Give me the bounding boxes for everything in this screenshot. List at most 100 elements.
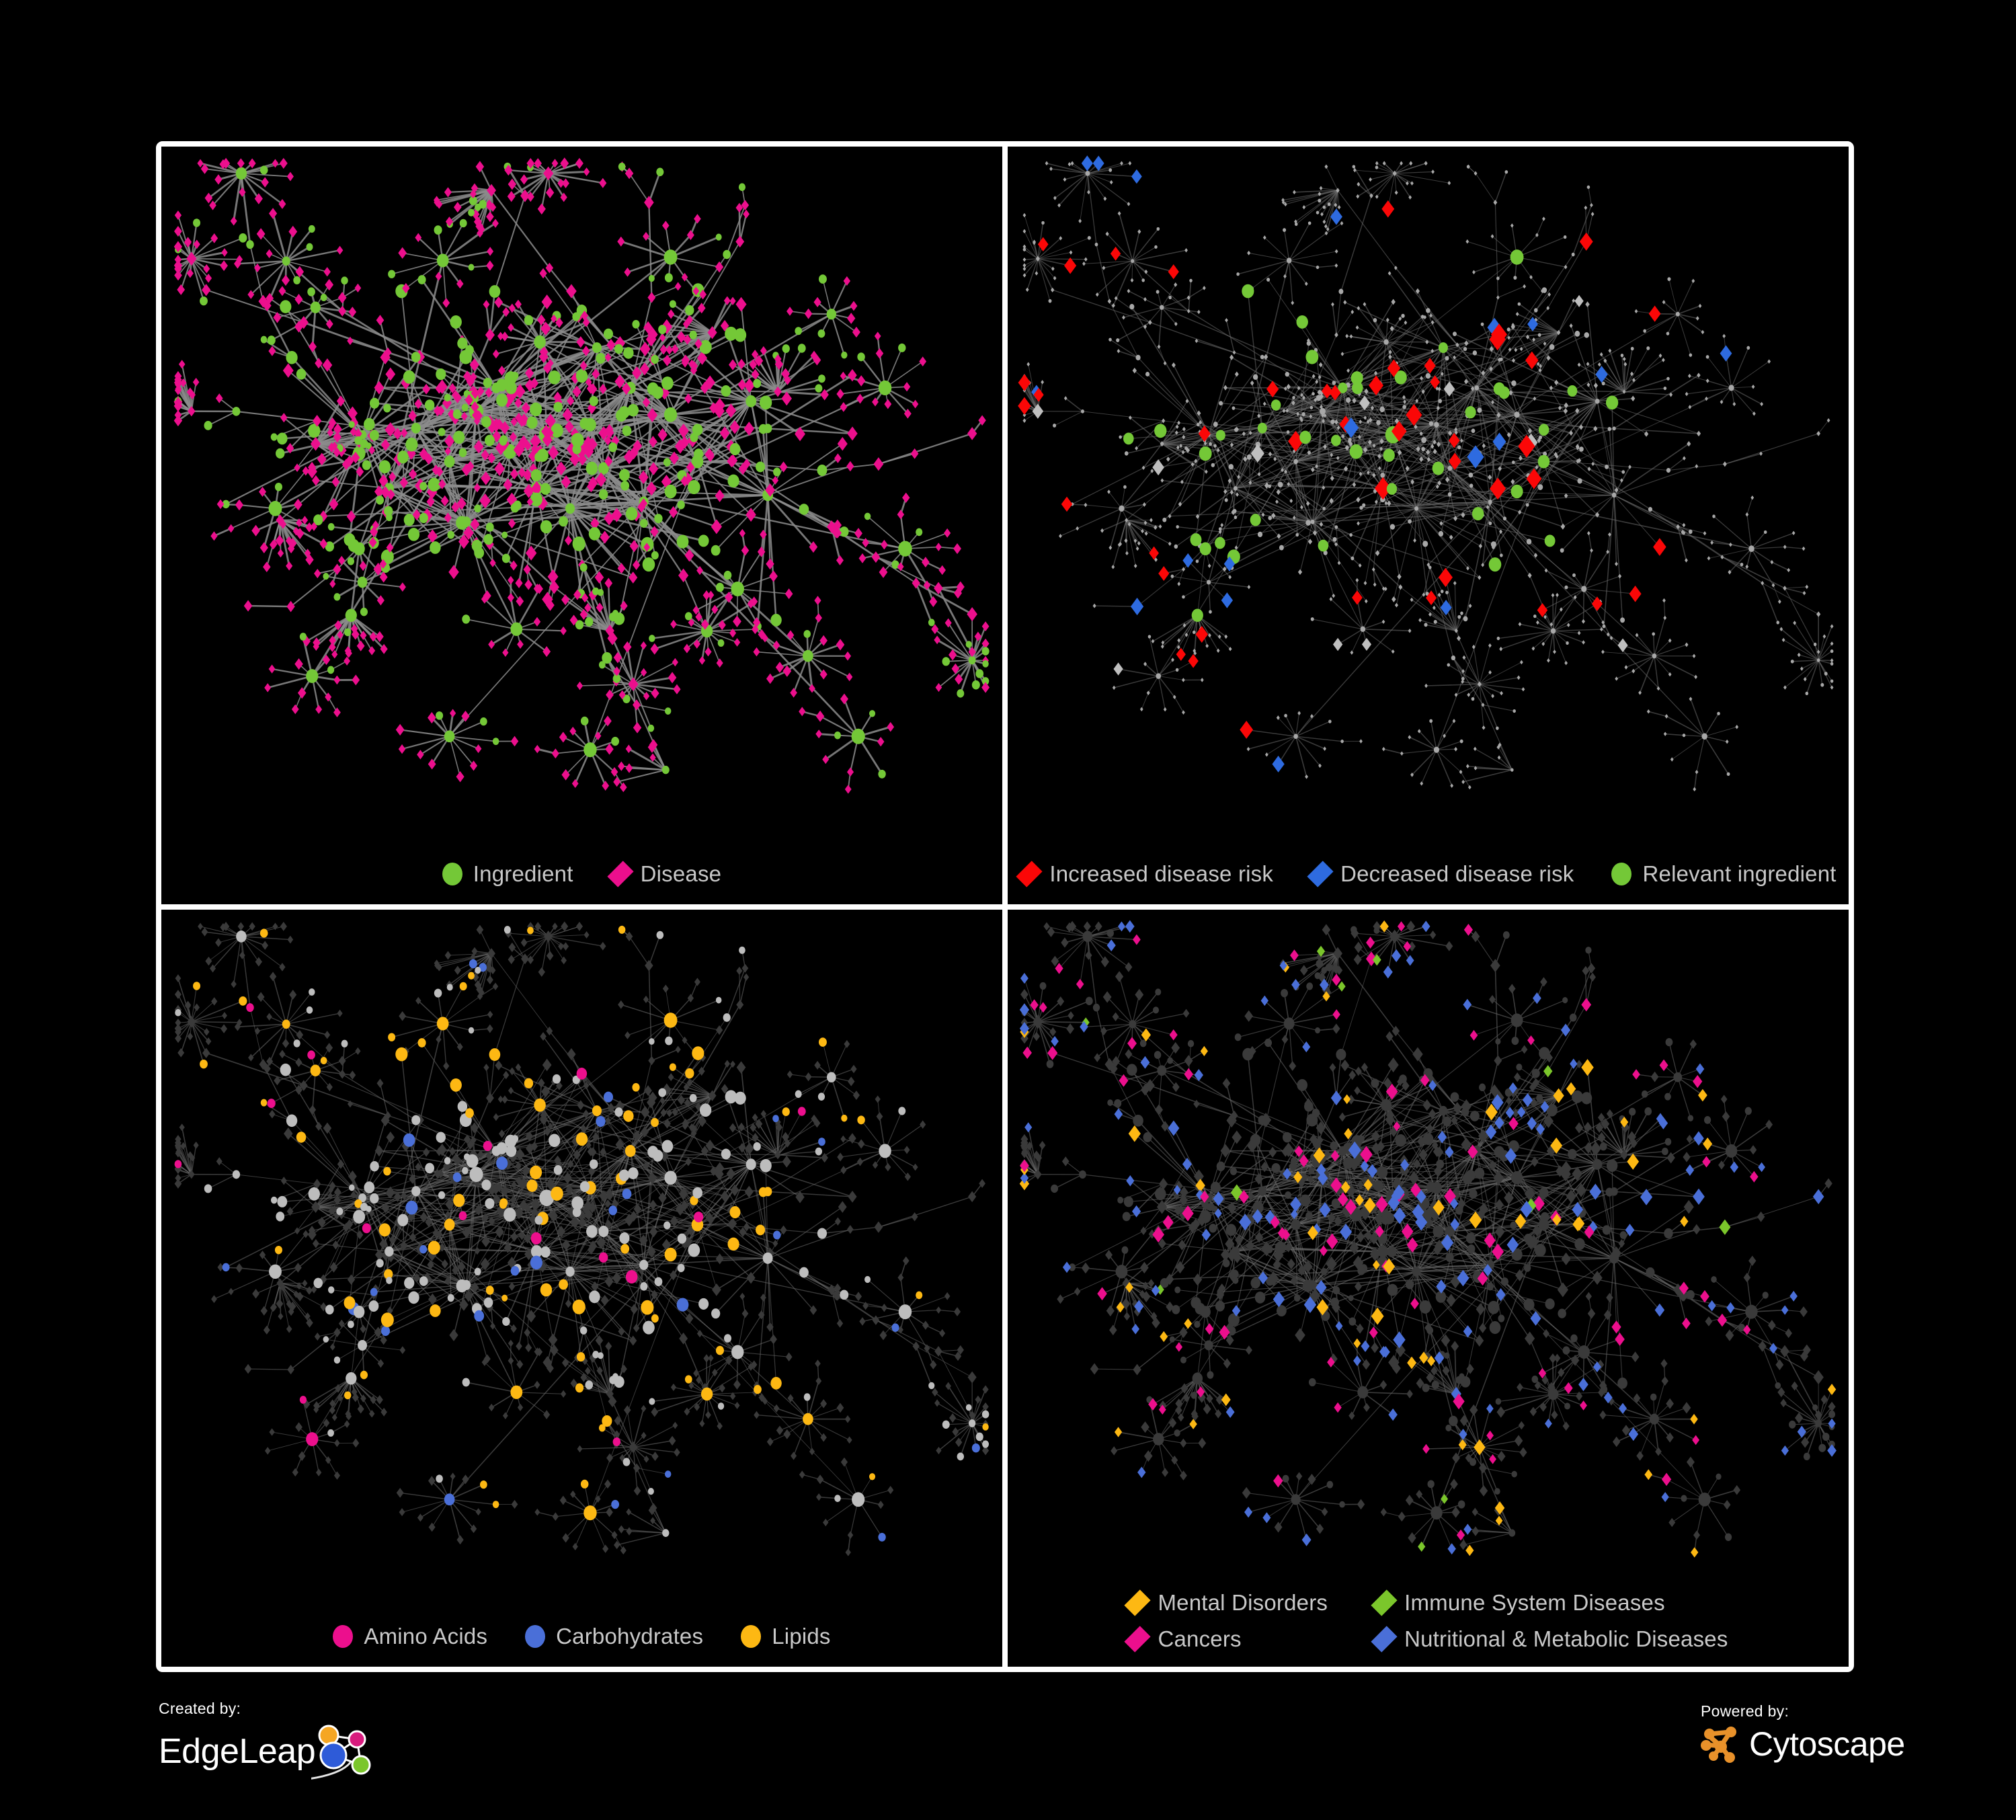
network-node-disease[interactable] <box>294 321 303 333</box>
network-node-disease[interactable] <box>1483 1263 1492 1277</box>
network-node-disease[interactable] <box>1529 1406 1537 1417</box>
network-node-ingredient[interactable] <box>1511 1248 1523 1261</box>
network-node-disease[interactable] <box>215 393 223 403</box>
network-node-disease[interactable] <box>1202 286 1206 290</box>
network-node-disease[interactable] <box>1451 1506 1460 1518</box>
network-node-disease[interactable] <box>270 539 278 549</box>
network-node-disease[interactable] <box>1174 1404 1182 1415</box>
network-node-disease[interactable] <box>709 402 718 414</box>
network-node-ingredient[interactable] <box>299 1395 307 1404</box>
network-node-disease[interactable] <box>463 526 474 540</box>
network-node-disease[interactable] <box>452 416 459 425</box>
network-node-ingredient[interactable] <box>1046 1060 1054 1068</box>
network-node-disease[interactable] <box>1180 1470 1187 1480</box>
network-node-disease[interactable] <box>668 1072 674 1081</box>
network-node-disease[interactable] <box>725 403 737 418</box>
network-node-disease[interactable] <box>293 498 303 511</box>
network-node-disease[interactable] <box>510 1195 517 1204</box>
network-node-ingredient[interactable] <box>1664 1093 1671 1101</box>
network-node-disease[interactable] <box>1751 385 1755 389</box>
network-node-disease[interactable] <box>1389 1125 1398 1137</box>
network-node-disease[interactable] <box>1612 1436 1621 1447</box>
network-node-disease[interactable] <box>1334 332 1338 338</box>
network-node-disease[interactable] <box>1302 204 1306 210</box>
network-node-disease[interactable] <box>1204 469 1208 474</box>
network-node-disease[interactable] <box>949 649 957 661</box>
network-node-disease[interactable] <box>1361 1062 1368 1072</box>
network-node-disease[interactable] <box>692 605 700 615</box>
network-node-disease[interactable] <box>510 468 519 480</box>
network-node-ingredient[interactable] <box>663 407 678 422</box>
network-node-disease[interactable] <box>666 1109 673 1117</box>
network-node-disease[interactable] <box>379 571 388 583</box>
network-node-disease[interactable] <box>1666 1431 1674 1443</box>
network-node-disease[interactable] <box>1630 1138 1638 1148</box>
network-node-disease[interactable] <box>903 1145 910 1154</box>
network-node-disease[interactable] <box>1663 731 1667 736</box>
network-node-disease[interactable] <box>1322 923 1331 935</box>
network-node-disease[interactable] <box>268 208 278 219</box>
network-node-ingredient[interactable] <box>579 418 590 430</box>
network-node-disease[interactable] <box>1705 396 1708 401</box>
network-node-disease[interactable] <box>1497 1450 1506 1462</box>
network-node-ingredient[interactable] <box>1424 623 1428 627</box>
network-node-disease[interactable] <box>614 1429 620 1438</box>
network-node-disease[interactable] <box>1406 920 1416 933</box>
network-node-ingredient[interactable] <box>1338 382 1348 393</box>
network-node-disease[interactable] <box>1116 1301 1125 1312</box>
network-node-disease[interactable] <box>1415 288 1420 294</box>
network-node-ingredient[interactable] <box>282 256 290 266</box>
network-node-ingredient[interactable] <box>608 1205 618 1215</box>
network-node-disease[interactable] <box>934 635 940 645</box>
network-node-disease[interactable] <box>453 202 462 213</box>
network-node-disease[interactable] <box>1720 1094 1728 1103</box>
network-node-ingredient[interactable] <box>1358 1135 1365 1142</box>
network-node-ingredient[interactable] <box>385 513 393 522</box>
network-node-ingredient[interactable] <box>619 1232 630 1244</box>
network-node-disease[interactable] <box>203 264 210 274</box>
network-node-ingredient[interactable] <box>499 435 508 444</box>
network-node-disease[interactable] <box>1556 592 1559 598</box>
network-node-ingredient[interactable] <box>1297 1078 1308 1091</box>
network-node-disease[interactable] <box>751 350 759 360</box>
network-node-disease[interactable] <box>470 189 477 199</box>
network-node-disease[interactable] <box>596 472 607 487</box>
network-node-disease[interactable] <box>1615 676 1619 681</box>
network-node-disease[interactable] <box>1319 404 1323 409</box>
network-node-disease[interactable] <box>1106 1304 1115 1316</box>
network-node-disease[interactable] <box>488 1185 496 1195</box>
network-node-ingredient[interactable] <box>1500 553 1503 557</box>
network-node-disease[interactable] <box>1068 920 1077 932</box>
network-node-disease[interactable] <box>266 249 273 259</box>
network-node-disease[interactable] <box>389 1235 396 1244</box>
network-node-ingredient[interactable] <box>627 403 639 417</box>
network-node-ingredient[interactable] <box>575 369 588 383</box>
network-node-disease[interactable] <box>610 766 618 777</box>
network-node-ingredient[interactable] <box>1258 1186 1267 1196</box>
network-node-disease[interactable] <box>1412 1203 1424 1220</box>
network-node-disease[interactable] <box>263 1325 270 1335</box>
network-node-ingredient[interactable] <box>383 1166 391 1176</box>
network-node-disease[interactable] <box>317 1216 326 1228</box>
network-node-disease[interactable] <box>313 1178 321 1189</box>
network-node-ingredient[interactable] <box>534 1098 546 1112</box>
network-node-disease[interactable] <box>1026 1141 1033 1150</box>
network-node-disease[interactable] <box>704 647 712 657</box>
network-node-disease[interactable] <box>333 423 342 435</box>
network-node-disease[interactable] <box>1540 288 1544 294</box>
network-node-disease[interactable] <box>399 582 406 592</box>
network-node-disease[interactable] <box>698 656 706 665</box>
network-node-disease[interactable] <box>1180 1382 1188 1394</box>
network-node-disease[interactable] <box>682 1036 688 1044</box>
network-node-disease[interactable] <box>1597 1112 1605 1122</box>
network-node-disease[interactable] <box>322 654 331 666</box>
network-node-disease[interactable] <box>1318 362 1323 368</box>
network-node-disease[interactable] <box>1184 1054 1193 1066</box>
network-node-ingredient[interactable] <box>1303 1279 1314 1292</box>
network-node-disease[interactable] <box>276 1298 284 1309</box>
network-node-disease[interactable] <box>699 1419 705 1427</box>
network-node-ingredient[interactable] <box>1224 498 1228 502</box>
network-node-disease[interactable] <box>834 1291 842 1301</box>
network-node-ingredient[interactable] <box>364 418 375 431</box>
network-node-ingredient[interactable] <box>698 1298 709 1310</box>
